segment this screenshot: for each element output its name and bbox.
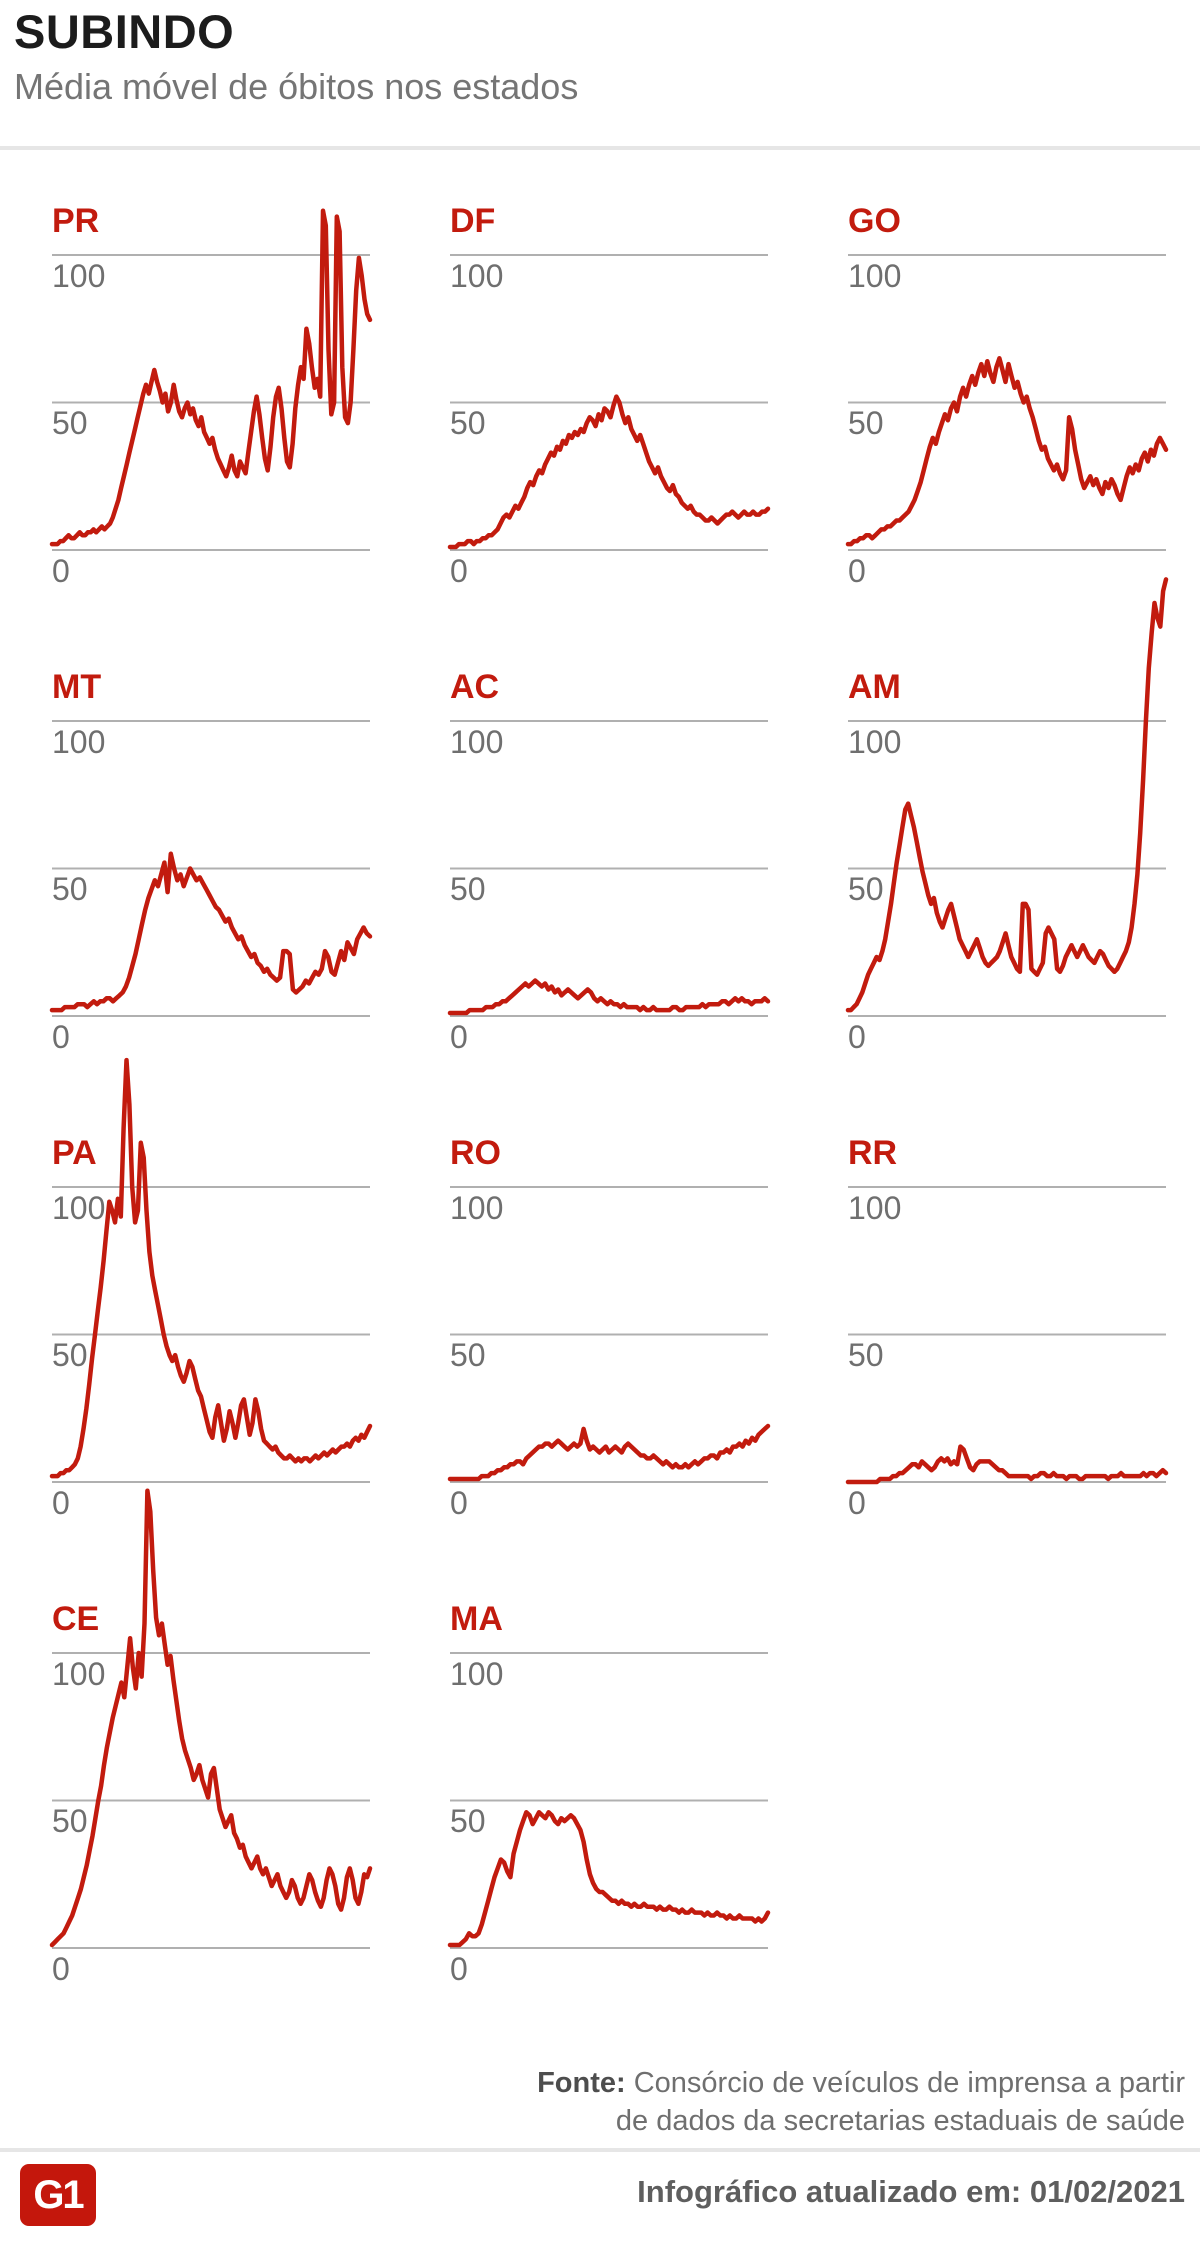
tick-label-0: 0 <box>450 1019 468 1055</box>
tick-label-100: 100 <box>52 258 106 294</box>
chart-DF: DF 100 50 0 <box>447 150 771 587</box>
chart-state-label: GO <box>848 202 901 240</box>
page-title: SUBINDO <box>14 5 235 58</box>
series-line-RO <box>447 1423 771 1482</box>
tick-label-0: 0 <box>450 1951 468 1987</box>
g1-logo-text: G1 <box>33 2172 84 2217</box>
chart-MA: MA 100 50 0 <box>447 1548 771 1985</box>
tick-label-50: 50 <box>848 1337 884 1373</box>
charts-grid: PR 100 50 0 DF 100 50 0 GO 100 50 0 MT 1… <box>49 150 1175 1985</box>
tick-label-100: 100 <box>52 1190 106 1226</box>
tick-label-50: 50 <box>848 405 884 441</box>
tick-label-50: 50 <box>450 1337 486 1373</box>
tick-label-0: 0 <box>52 1951 70 1987</box>
tick-label-50: 50 <box>52 1803 88 1839</box>
source-label: Fonte: <box>537 2067 626 2099</box>
bottom-bar: G1 Infográfico atualizado em: 01/02/2021 <box>0 2158 1200 2238</box>
tick-label-0: 0 <box>848 553 866 589</box>
chart-state-label: MA <box>450 1600 503 1638</box>
series-line-PA <box>49 1057 373 1479</box>
source-line-1: Fonte: Consórcio de veículos de imprensa… <box>537 2064 1185 2102</box>
tick-label-100: 100 <box>450 1190 504 1226</box>
footer-source: Fonte: Consórcio de veículos de imprensa… <box>537 2064 1185 2141</box>
tick-label-50: 50 <box>848 871 884 907</box>
chart-state-label: RO <box>450 1134 501 1172</box>
chart-state-label: DF <box>450 202 496 240</box>
page-subtitle: Média móvel de óbitos nos estados <box>14 65 579 107</box>
chart-state-label: RR <box>848 1134 898 1172</box>
tick-label-50: 50 <box>52 405 88 441</box>
chart-AC: AC 100 50 0 <box>447 616 771 1053</box>
tick-label-50: 50 <box>52 871 88 907</box>
tick-label-100: 100 <box>450 724 504 760</box>
chart-state-label: CE <box>52 1600 100 1638</box>
tick-label-0: 0 <box>450 553 468 589</box>
g1-logo: G1 <box>20 2164 96 2226</box>
tick-label-100: 100 <box>848 724 902 760</box>
tick-label-0: 0 <box>848 1485 866 1521</box>
chart-AM: AM 100 50 0 <box>845 577 1169 1053</box>
tick-label-50: 50 <box>450 1803 486 1839</box>
tick-label-0: 0 <box>450 1485 468 1521</box>
tick-label-0: 0 <box>848 1019 866 1055</box>
chart-MT: MT 100 50 0 <box>49 616 373 1053</box>
series-line-DF <box>447 394 771 550</box>
tick-label-100: 100 <box>52 1656 106 1692</box>
series-line-AC <box>447 978 771 1016</box>
tick-label-100: 100 <box>52 724 106 760</box>
chart-RO: RO 100 50 0 <box>447 1082 771 1519</box>
series-line-AM <box>845 577 1169 1013</box>
tick-label-50: 50 <box>450 405 486 441</box>
series-line-CE <box>49 1488 373 1948</box>
update-note: Infográfico atualizado em: 01/02/2021 <box>637 2174 1185 2209</box>
tick-label-100: 100 <box>848 258 902 294</box>
tick-label-100: 100 <box>450 1656 504 1692</box>
chart-state-label: PA <box>52 1134 97 1172</box>
tick-label-100: 100 <box>848 1190 902 1226</box>
tick-label-100: 100 <box>450 258 504 294</box>
tick-label-0: 0 <box>52 1485 70 1521</box>
series-line-MT <box>49 851 373 1013</box>
series-line-RR <box>845 1444 1169 1485</box>
header-divider <box>0 146 1200 150</box>
chart-RR: RR 100 50 0 <box>845 1082 1169 1519</box>
tick-label-50: 50 <box>52 1337 88 1373</box>
chart-GO: GO 100 50 0 <box>845 150 1169 587</box>
footer-divider <box>0 2148 1200 2152</box>
chart-PA: PA 100 50 0 <box>49 1057 373 1519</box>
chart-state-label: AM <box>848 668 901 706</box>
source-line-2: de dados da secretarias estaduais de saú… <box>615 2105 1185 2138</box>
tick-label-0: 0 <box>52 1019 70 1055</box>
chart-state-label: AC <box>450 668 500 706</box>
chart-CE: CE 100 50 0 <box>49 1488 373 1985</box>
series-line-MA <box>447 1810 771 1948</box>
tick-label-50: 50 <box>450 871 486 907</box>
chart-state-label: PR <box>52 202 100 240</box>
chart-state-label: MT <box>52 668 102 706</box>
tick-label-0: 0 <box>52 553 70 589</box>
header: SUBINDO Média móvel de óbitos nos estado… <box>14 6 578 108</box>
series-line-GO <box>845 356 1169 547</box>
chart-PR: PR 100 50 0 <box>49 150 373 587</box>
source-text-1: Consórcio de veículos de imprensa a part… <box>633 2067 1185 2099</box>
